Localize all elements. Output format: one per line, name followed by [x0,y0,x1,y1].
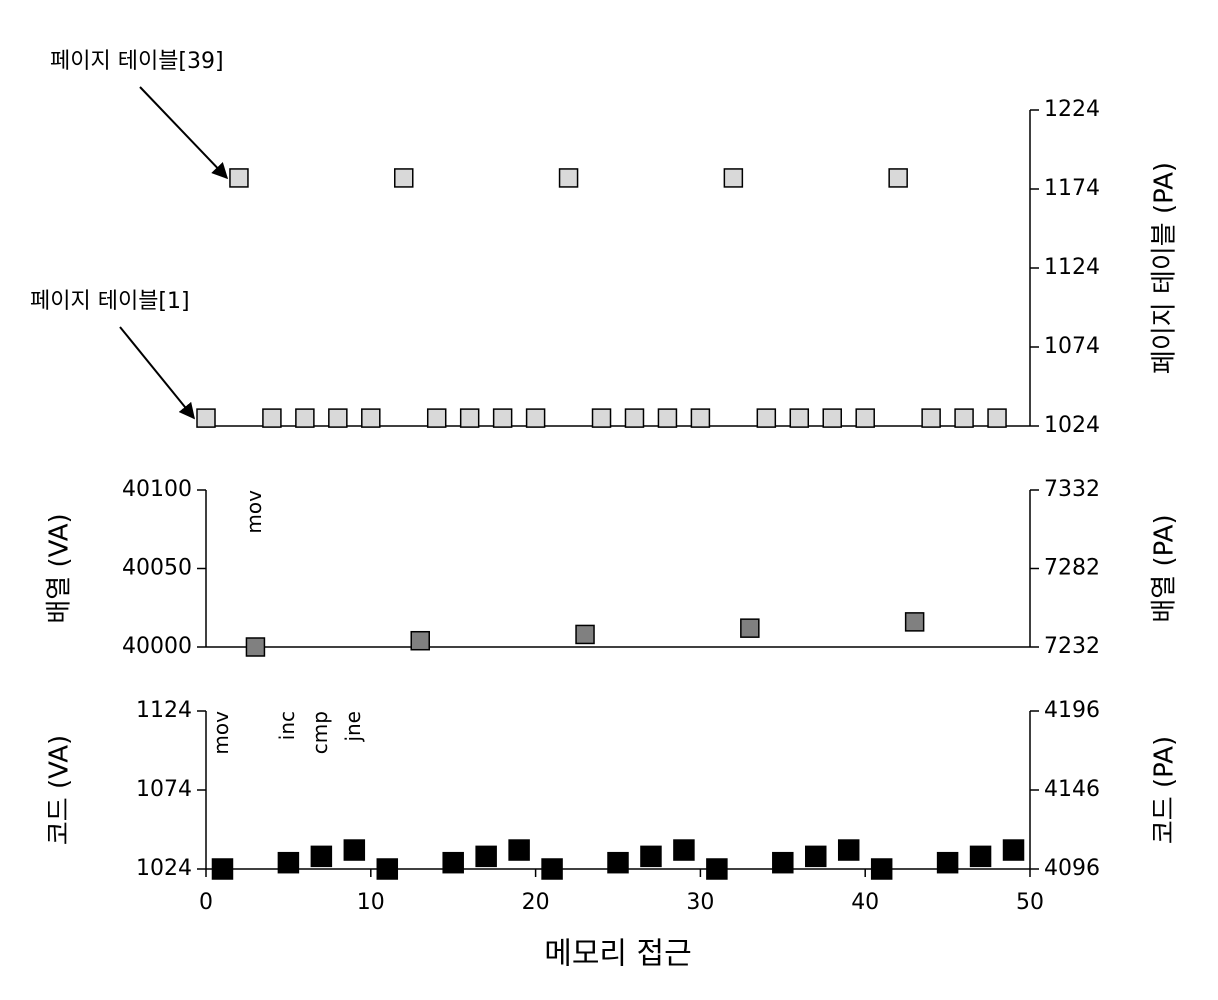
left-tick-label: 1024 [136,856,192,881]
marker [1002,839,1025,861]
marker [410,630,430,651]
marker [987,408,1007,428]
marker [822,408,842,428]
left-tick-label: 1074 [136,777,192,802]
callout-arrow [119,326,196,420]
marker [756,408,777,428]
y-axis-label: 코드 (VA) [45,735,75,845]
right-tick-label: 7332 [1044,477,1100,502]
marker [277,851,300,874]
marker [262,408,282,428]
marker [789,408,810,428]
marker [591,408,612,428]
left-tick-label: 40050 [122,556,192,581]
marker [772,851,794,874]
marker [492,408,513,428]
right-tick-label: 4146 [1044,777,1100,802]
marker [459,408,480,428]
marker [921,408,941,428]
marker [508,839,530,861]
marker [888,168,908,188]
marker [936,851,959,874]
marker [558,168,579,188]
marker [969,845,992,868]
marker [624,408,645,428]
marker [673,839,695,861]
marker [607,851,629,874]
y2-axis-label: 페이지 테이블 (PA) [1150,162,1180,374]
marker [690,408,711,428]
marker [954,408,974,428]
right-tick-label: 7282 [1044,556,1100,581]
x-tick-label: 10 [357,890,385,915]
right-tick-label: 1074 [1044,334,1100,359]
right-tick-label: 1124 [1044,255,1100,280]
marker [657,408,678,428]
marker [343,839,366,861]
marker [837,839,860,861]
marker [723,168,744,188]
callout-text: 페이지 테이블[39] [50,49,224,74]
marker [805,845,827,868]
marker [575,624,595,645]
marker [310,845,333,868]
left-tick-label: 40000 [122,634,192,659]
right-tick-label: 4096 [1044,856,1100,881]
right-tick-label: 4196 [1044,698,1100,723]
marker [525,408,546,428]
right-tick-label: 1024 [1044,413,1100,438]
x-tick-label: 0 [199,890,213,915]
x-tick-label: 30 [686,890,714,915]
marker [245,637,266,657]
marker [376,858,399,880]
callout-text: 페이지 테이블[1] [30,289,190,314]
y2-axis-label: 배열 (PA) [1150,514,1180,622]
marker [904,612,925,632]
annotation: mov [242,490,266,534]
right-tick-label: 1224 [1044,97,1100,122]
marker [426,408,447,428]
marker [740,618,760,638]
annotation: inc [275,711,299,740]
marker [295,408,315,428]
marker [229,168,249,188]
x-tick-label: 40 [851,890,879,915]
marker [361,408,381,428]
x-axis-label: 메모리 접근 [544,937,692,972]
marker [442,851,464,874]
marker [541,858,563,880]
x-tick-label: 20 [522,890,550,915]
left-tick-label: 40100 [122,477,192,502]
right-tick-label: 7232 [1044,634,1100,659]
left-tick-label: 1124 [136,698,192,723]
right-tick-label: 1174 [1044,176,1100,201]
annotation: cmp [308,711,332,754]
marker [394,168,414,188]
y-axis-label: 배열 (VA) [45,513,75,623]
callout-arrow [139,86,229,180]
marker [196,408,216,428]
marker [870,858,893,880]
x-tick-label: 50 [1016,890,1044,915]
marker [640,845,662,868]
y2-axis-label: 코드 (PA) [1150,736,1180,844]
marker [328,408,348,428]
marker [706,858,728,880]
annotation: mov [209,711,233,755]
marker [475,845,497,868]
annotation: jne [341,711,365,743]
marker [211,858,234,880]
marker [855,408,875,428]
